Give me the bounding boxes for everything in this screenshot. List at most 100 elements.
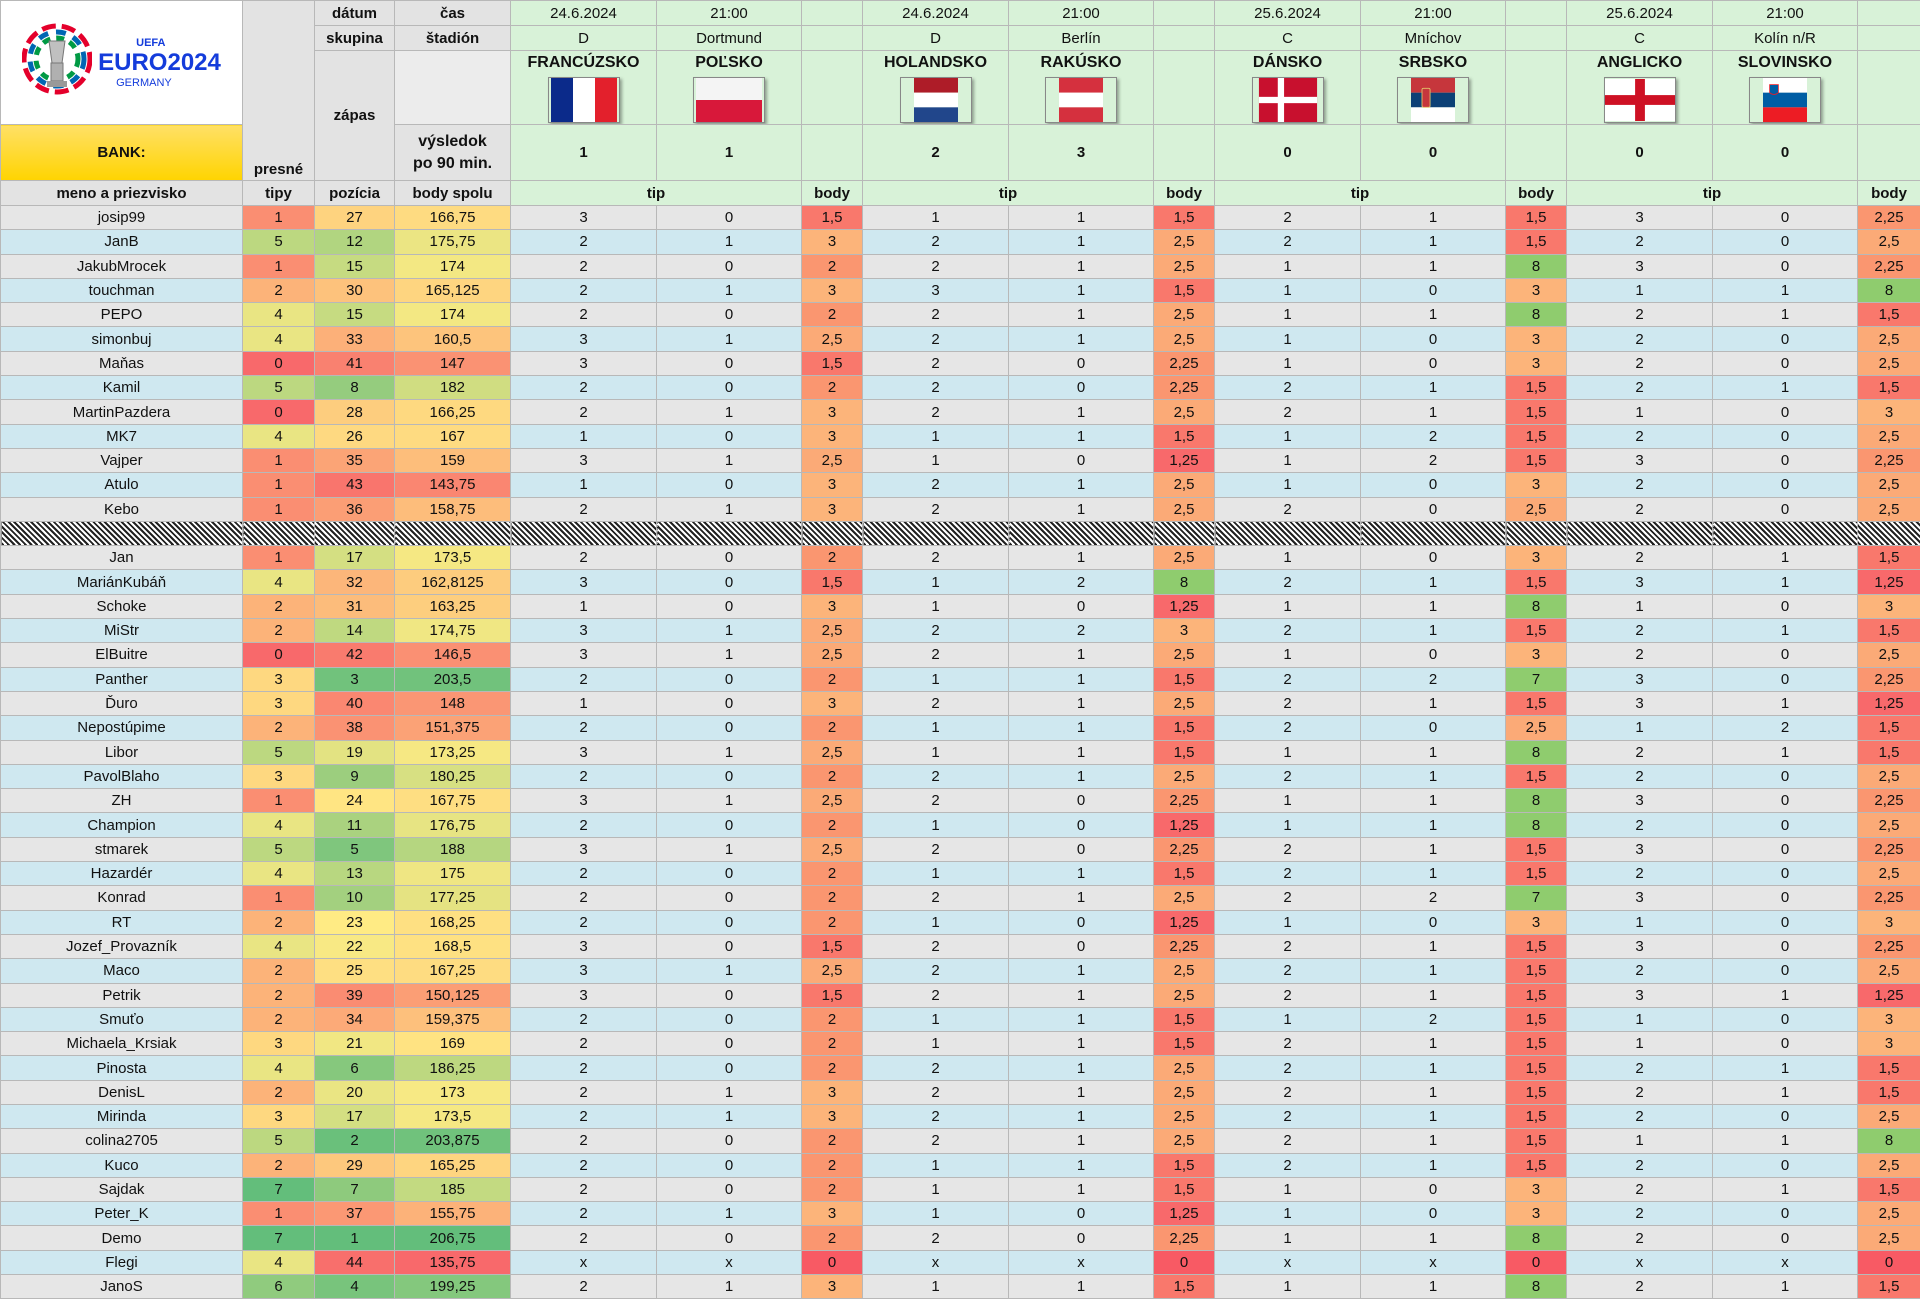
exact-tips-cell[interactable]: 4 [243,303,315,327]
total-points-cell[interactable]: 177,25 [395,886,511,910]
total-points-cell[interactable]: 176,75 [395,813,511,837]
match3-home-tip-cell[interactable]: 2 [1215,497,1361,521]
match1-points-cell[interactable]: 2,5 [802,643,863,667]
player-name-cell[interactable]: josip99 [1,206,243,230]
match3-points-cell[interactable]: 1,5 [1506,1104,1567,1128]
match1-away-tip-cell[interactable]: 1 [657,789,802,813]
match3-home-tip-cell[interactable]: 2 [1215,716,1361,740]
match2-home-tip-cell[interactable]: 1 [863,667,1009,691]
exact-tips-cell[interactable]: 4 [243,424,315,448]
total-points-cell[interactable]: 167 [395,424,511,448]
match3-away-tip-cell[interactable]: 1 [1361,376,1506,400]
player-name-cell[interactable]: Champion [1,813,243,837]
match4-home-tip-cell[interactable]: 3 [1567,934,1713,958]
total-points-cell[interactable]: 146,5 [395,643,511,667]
match4-home-tip-cell[interactable]: 2 [1567,303,1713,327]
match4-home-tip-cell[interactable]: 2 [1567,643,1713,667]
match2-away-tip-cell[interactable]: 1 [1009,278,1154,302]
match4-away-tip-cell[interactable]: 0 [1713,1202,1858,1226]
total-points-cell[interactable]: 168,25 [395,910,511,934]
position-cell[interactable]: 39 [315,983,395,1007]
player-name-cell[interactable]: MartinPazdera [1,400,243,424]
match1-away-tip-cell[interactable]: 0 [657,1153,802,1177]
match2-away-tip-cell[interactable]: 1 [1009,424,1154,448]
position-cell[interactable]: 36 [315,497,395,521]
match2-points-cell[interactable]: 2,5 [1154,764,1215,788]
match1-points-cell[interactable]: 1,5 [802,983,863,1007]
match2-points-cell[interactable]: 0 [1154,521,1215,545]
match1-points-cell[interactable]: 2 [802,1032,863,1056]
position-cell[interactable]: 20 [315,1080,395,1104]
match4-home-tip-cell[interactable]: 2 [1567,862,1713,886]
match1-points-cell[interactable]: 2 [802,910,863,934]
total-points-cell[interactable]: 166,25 [395,400,511,424]
exact-tips-cell[interactable]: 0 [243,400,315,424]
match4-away-tip-cell[interactable]: 0 [1713,497,1858,521]
exact-tips-cell[interactable]: 5 [243,1129,315,1153]
match1-away-tip-cell[interactable]: 1 [657,1080,802,1104]
match2-points-cell[interactable]: 1,5 [1154,740,1215,764]
match1-away-tip-cell[interactable]: 0 [657,1177,802,1201]
match2-away-tip-cell[interactable]: 0 [1009,813,1154,837]
match1-away-tip-cell[interactable]: 1 [657,1275,802,1299]
match3-home-tip-cell[interactable]: 1 [1215,351,1361,375]
match3-away-tip-cell[interactable]: 1 [1361,691,1506,715]
match4-points-cell[interactable]: 2,5 [1858,1104,1920,1128]
match3-points-cell[interactable]: 0 [1506,521,1567,545]
match2-away-tip-cell[interactable]: 1 [1009,206,1154,230]
match1-away-tip-cell[interactable]: 1 [657,1202,802,1226]
exact-tips-cell[interactable]: 2 [243,278,315,302]
position-cell[interactable]: 7 [315,1177,395,1201]
player-name-cell[interactable]: Demo [1,1226,243,1250]
match3-home-tip-cell[interactable]: 2 [1215,934,1361,958]
match4-home-tip-cell[interactable]: 2 [1567,1202,1713,1226]
match1-points-cell[interactable]: 0 [802,1250,863,1274]
match1-points-cell[interactable]: 2 [802,667,863,691]
match2-home-tip-cell[interactable]: 2 [863,400,1009,424]
match4-points-cell[interactable]: 0 [1858,1250,1920,1274]
exact-tips-cell[interactable]: 2 [243,959,315,983]
total-points-cell[interactable]: 175,75 [395,230,511,254]
match1-home-tip-cell[interactable]: 2 [511,1056,657,1080]
match1-away-tip-cell[interactable]: 0 [657,376,802,400]
match3-points-cell[interactable]: 2,5 [1506,497,1567,521]
match2-away-tip-cell[interactable]: 0 [1009,789,1154,813]
match4-away-tip-cell[interactable]: 0 [1713,789,1858,813]
total-points-cell[interactable]: 173 [395,1080,511,1104]
match3-points-cell[interactable]: 1,5 [1506,400,1567,424]
match2-away-tip-cell[interactable]: 2 [1009,570,1154,594]
exact-tips-cell[interactable]: 1 [243,448,315,472]
exact-tips-cell[interactable]: 0 [243,351,315,375]
match3-home-tip-cell[interactable]: 1 [1215,1275,1361,1299]
match1-points-cell[interactable]: 2 [802,254,863,278]
position-cell[interactable]: 1 [315,1226,395,1250]
match3-away-tip-cell[interactable]: 1 [1361,959,1506,983]
match3-away-tip-cell[interactable]: 0 [1361,643,1506,667]
match4-points-cell[interactable]: 3 [1858,1032,1920,1056]
match4-points-cell[interactable]: 1,5 [1858,303,1920,327]
match2-away-tip-cell[interactable]: 1 [1009,1007,1154,1031]
match2-home-tip-cell[interactable]: 2 [863,254,1009,278]
match1-away-tip-cell[interactable]: 0 [657,254,802,278]
match1-away-tip-cell[interactable]: 0 [657,206,802,230]
match3-home-tip-cell[interactable]: 2 [1215,1056,1361,1080]
match4-away-tip-cell[interactable]: 1 [1713,1056,1858,1080]
match3-points-cell[interactable]: 1,5 [1506,764,1567,788]
match3-away-tip-cell[interactable]: x [1361,521,1506,545]
position-cell[interactable]: 17 [315,546,395,570]
match1-home-tip-cell[interactable]: 3 [511,789,657,813]
match3-points-cell[interactable]: 1,5 [1506,230,1567,254]
match3-home-tip-cell[interactable]: 1 [1215,910,1361,934]
match2-home-tip-cell[interactable]: 2 [863,230,1009,254]
match3-points-cell[interactable]: 8 [1506,740,1567,764]
match1-points-cell[interactable]: 2,5 [802,327,863,351]
match2-points-cell[interactable]: 2,5 [1154,1080,1215,1104]
match2-points-cell[interactable]: 2,5 [1154,886,1215,910]
exact-tips-cell[interactable]: 1 [243,546,315,570]
total-points-cell[interactable]: 0 [395,521,511,545]
position-cell[interactable]: 14 [315,619,395,643]
match4-points-cell[interactable]: 2,5 [1858,1153,1920,1177]
match3-home-tip-cell[interactable]: 2 [1215,230,1361,254]
match2-home-tip-cell[interactable]: 2 [863,1056,1009,1080]
match4-away-tip-cell[interactable]: 1 [1713,1080,1858,1104]
